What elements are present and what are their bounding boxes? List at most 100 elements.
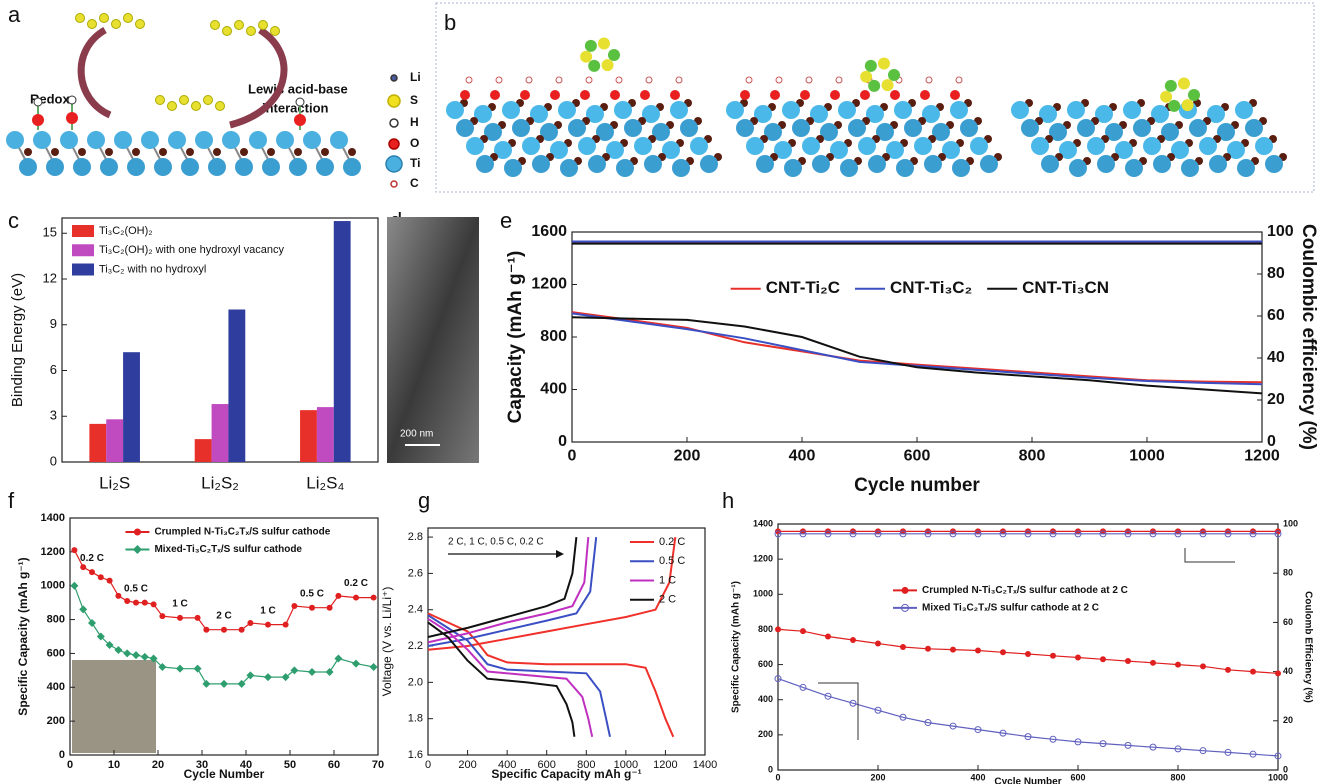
atom [87,131,105,149]
y-tick-label: 1000 [41,580,65,592]
atom [124,14,133,23]
marker [975,648,981,654]
marker [875,640,881,646]
atom [904,119,922,137]
marker [335,593,341,599]
marker [371,595,377,601]
x-tick-label: 600 [1070,772,1085,782]
atom [181,158,199,176]
marker [1100,656,1106,662]
bar [334,221,351,462]
x-tick-label: 200 [458,759,476,771]
y-tick-label: 800 [47,613,65,625]
y-tick-label: 1400 [753,518,773,528]
atom [460,90,470,100]
atom [1143,137,1161,155]
bar [212,404,229,462]
atom [330,131,348,149]
atom [348,148,356,156]
legend-label: Mixed-Ti₃C₂Tₓ/S sulfur cathode [154,544,302,555]
x-tick-label: 600 [904,448,931,465]
atom [294,114,306,126]
atom [1265,155,1283,173]
y-axis-label: Specific Capacity (mAh g⁻¹) [16,557,30,715]
atom [223,27,232,36]
marker [1200,663,1206,669]
legend-swatch [72,244,94,256]
y-tick-label: 1200 [531,276,567,293]
atom [806,77,812,83]
legend-swatch [72,264,94,276]
atom [32,114,44,126]
marker [239,627,245,633]
legend-label: Ti₃C₂ with no hydroxyl [99,263,206,275]
atom [956,77,962,83]
atom [216,102,225,111]
y-tick-label: 1000 [753,589,773,599]
marker [195,615,201,621]
atom [784,159,802,177]
bar [123,352,140,462]
marker [80,564,86,570]
y2-tick-label: 60 [1267,307,1285,324]
atom [914,137,932,155]
atom [267,148,275,156]
atom [1188,89,1200,101]
atom [66,112,78,124]
atom [888,69,900,81]
atom [1123,101,1141,119]
legend-label: C [410,176,419,190]
atom [502,101,520,119]
inset-image [72,660,156,753]
atom [512,119,530,137]
atom [736,119,754,137]
x-tick-label: 20 [152,759,164,771]
panel-label: g [418,488,430,513]
annotation: 1 C [172,599,188,610]
atom [168,102,177,111]
annotation: 0.5 C [124,583,148,594]
legend-label: Ti₃C₂(OH)₂ with one hydroxyl vacancy [99,244,284,256]
marker [124,598,130,604]
sem-image [387,217,479,463]
atom [920,90,930,100]
y2-tick-label: 60 [1283,617,1293,627]
legend-swatch [72,225,94,237]
atom [616,77,622,83]
atom [186,148,194,156]
atom [868,155,886,173]
x-tick-label: 0 [775,772,780,782]
atom [446,101,464,119]
y2-tick-label: 40 [1267,349,1285,366]
atom [127,158,145,176]
y-tick-label: 600 [758,659,773,669]
y-tick-label: 1200 [41,546,65,558]
atom [740,90,750,100]
bar [89,424,106,462]
marker [1225,667,1231,673]
atom [168,131,186,149]
marker [775,626,781,632]
atom [550,90,560,100]
bar [228,310,245,463]
atom [770,90,780,100]
atom [240,148,248,156]
marker [107,578,113,584]
y-tick-label: 9 [50,316,57,331]
atom [105,148,113,156]
marker [800,628,806,634]
atom [624,119,642,137]
marker [309,605,315,611]
scale-bar-label: 200 nm [400,429,433,440]
atom [792,119,810,137]
marker [1175,662,1181,668]
atom [556,77,562,83]
atom [670,101,688,119]
atom [812,155,830,173]
atom [1021,119,1039,137]
legend-label: Ti [410,156,420,170]
atom [1165,80,1177,92]
y-tick-label: 0 [50,453,57,468]
x-tick-label: 200 [674,448,701,465]
x-tick-label: 70 [372,759,384,771]
